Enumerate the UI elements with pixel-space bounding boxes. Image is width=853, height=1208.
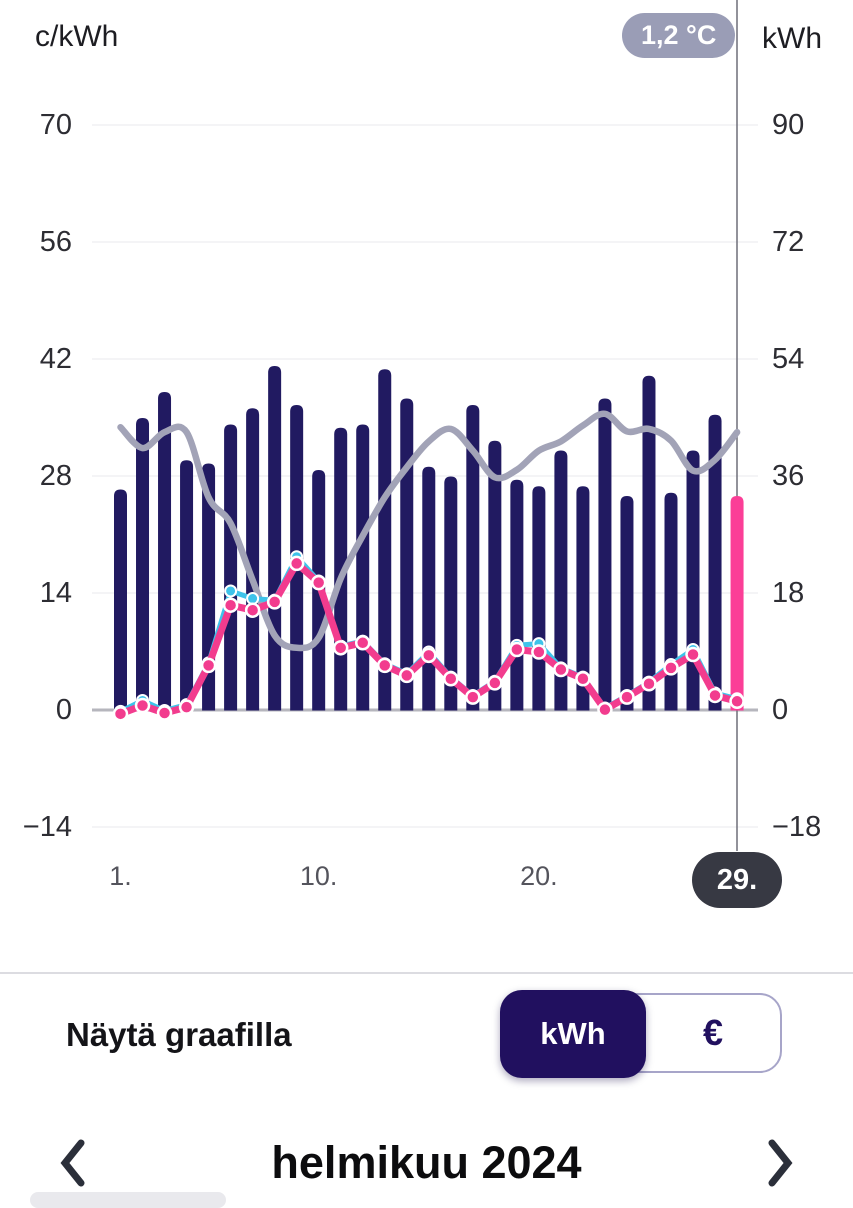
consumption-bar-day-27[interactable] xyxy=(686,450,700,711)
consumption-bar-day-13[interactable] xyxy=(378,369,392,711)
y-left-tick: −14 xyxy=(22,811,72,843)
price-point-day-16[interactable] xyxy=(443,670,459,687)
spot-price-point-day-6 xyxy=(224,584,238,598)
consumption-bar-day-8[interactable] xyxy=(268,366,282,711)
price-point-day-8[interactable] xyxy=(266,594,283,610)
y-left-tick: 42 xyxy=(39,343,72,375)
price-point-day-19[interactable] xyxy=(509,641,525,658)
price-point-day-18[interactable] xyxy=(487,675,503,691)
consumption-bar-day-17[interactable] xyxy=(466,405,480,711)
y-right-tick: 90 xyxy=(772,109,805,141)
chevron-left-icon xyxy=(60,1139,85,1187)
consumption-bar-day-6[interactable] xyxy=(224,424,238,711)
price-point-day-4[interactable] xyxy=(178,699,195,715)
price-point-day-24[interactable] xyxy=(619,689,635,705)
selected-day-pill[interactable]: 29. xyxy=(692,852,782,908)
y-left-tick: 0 xyxy=(55,694,72,726)
consumption-bar-day-21[interactable] xyxy=(554,450,568,711)
consumption-bar-day-7[interactable] xyxy=(246,408,260,711)
consumption-bar-day-3[interactable] xyxy=(158,392,172,711)
consumption-bar-day-12[interactable] xyxy=(356,424,370,711)
month-navigation: helmikuu 2024 xyxy=(0,1125,853,1200)
consumption-bar-day-19[interactable] xyxy=(510,479,524,711)
consumption-bar-day-25[interactable] xyxy=(642,375,656,711)
price-point-day-6[interactable] xyxy=(222,597,239,613)
consumption-bar-day-2[interactable] xyxy=(136,418,150,711)
consumption-bar-day-18[interactable] xyxy=(488,440,502,711)
right-axis-unit-label: kWh xyxy=(762,22,822,55)
x-axis-tick-day-1[interactable]: 1. xyxy=(109,861,132,891)
temperature-line xyxy=(117,410,741,652)
consumption-price-chart[interactable] xyxy=(0,0,853,960)
y-right-tick: 18 xyxy=(772,577,805,609)
consumption-bar-day-24[interactable] xyxy=(620,496,634,711)
price-point-day-21[interactable] xyxy=(553,661,569,678)
consumption-bar-day-23[interactable] xyxy=(598,398,612,711)
y-right-tick: 36 xyxy=(772,460,805,492)
price-point-day-12[interactable] xyxy=(354,635,371,651)
consumption-bar-day-16[interactable] xyxy=(444,476,458,711)
price-point-day-5[interactable] xyxy=(200,657,217,674)
price-point-day-13[interactable] xyxy=(376,657,393,674)
consumption-bar-day-29[interactable] xyxy=(730,496,744,711)
consumption-bar-day-26[interactable] xyxy=(664,492,678,711)
y-left-tick: 56 xyxy=(39,226,72,258)
price-point-day-29[interactable] xyxy=(729,693,745,710)
price-point-day-20[interactable] xyxy=(531,644,547,660)
toggle-kwh-button[interactable]: kWh xyxy=(500,990,646,1078)
y-left-tick: 28 xyxy=(39,460,72,492)
price-point-day-26[interactable] xyxy=(663,660,679,676)
price-point-day-9[interactable] xyxy=(288,555,305,572)
price-point-day-11[interactable] xyxy=(332,640,349,656)
price-point-day-2[interactable] xyxy=(134,697,151,714)
price-point-day-23[interactable] xyxy=(597,701,613,718)
price-point-day-17[interactable] xyxy=(465,689,481,705)
y-right-tick: 0 xyxy=(772,694,789,726)
y-right-tick: −18 xyxy=(772,811,822,843)
left-axis-unit-label: c/kWh xyxy=(35,20,119,53)
price-point-day-3[interactable] xyxy=(156,705,173,721)
price-point-day-14[interactable] xyxy=(399,667,415,684)
show-on-graph-label: Näytä graafilla xyxy=(66,1016,292,1053)
consumption-bar-day-15[interactable] xyxy=(422,466,436,711)
consumption-bar-day-28[interactable] xyxy=(708,414,722,711)
previous-month-button[interactable] xyxy=(48,1138,96,1188)
chart-canvas[interactable]: c/kWh 1,2 °C kWh 70 56 42 28 14 0 −14 90 72 54 36… xyxy=(0,0,853,960)
month-title: helmikuu 2024 xyxy=(271,1137,582,1188)
consumption-bar-day-4[interactable] xyxy=(180,460,194,711)
unit-toggle: kWh € xyxy=(500,990,782,1078)
consumption-bar-day-20[interactable] xyxy=(532,486,546,711)
consumption-bar-day-14[interactable] xyxy=(400,398,414,711)
y-left-tick: 70 xyxy=(39,109,72,141)
y-right-tick: 72 xyxy=(772,226,805,258)
price-point-day-22[interactable] xyxy=(575,670,591,687)
consumption-bar-day-1[interactable] xyxy=(114,489,127,711)
y-right-tick: 54 xyxy=(772,343,805,375)
price-point-day-1[interactable] xyxy=(112,706,129,722)
x-axis-tick-day-20[interactable]: 20. xyxy=(520,861,558,891)
price-point-day-10[interactable] xyxy=(310,574,327,591)
price-point-day-25[interactable] xyxy=(641,676,657,692)
y-left-tick: 14 xyxy=(39,577,72,609)
consumption-bar-day-22[interactable] xyxy=(576,486,590,711)
price-point-day-27[interactable] xyxy=(685,646,701,663)
next-month-button[interactable] xyxy=(757,1138,805,1188)
x-axis-tick-day-10[interactable]: 10. xyxy=(299,861,338,891)
chevron-right-icon xyxy=(768,1139,793,1187)
spot-price-point-day-7 xyxy=(246,592,260,606)
price-point-day-7[interactable] xyxy=(244,602,261,618)
section-divider xyxy=(0,972,853,974)
temperature-badge: 1,2 °C xyxy=(622,13,736,58)
price-point-day-28[interactable] xyxy=(707,687,723,704)
cutoff-element-fragment xyxy=(30,1192,226,1208)
toggle-euro-button[interactable]: € xyxy=(646,995,780,1071)
price-point-day-15[interactable] xyxy=(421,647,437,664)
